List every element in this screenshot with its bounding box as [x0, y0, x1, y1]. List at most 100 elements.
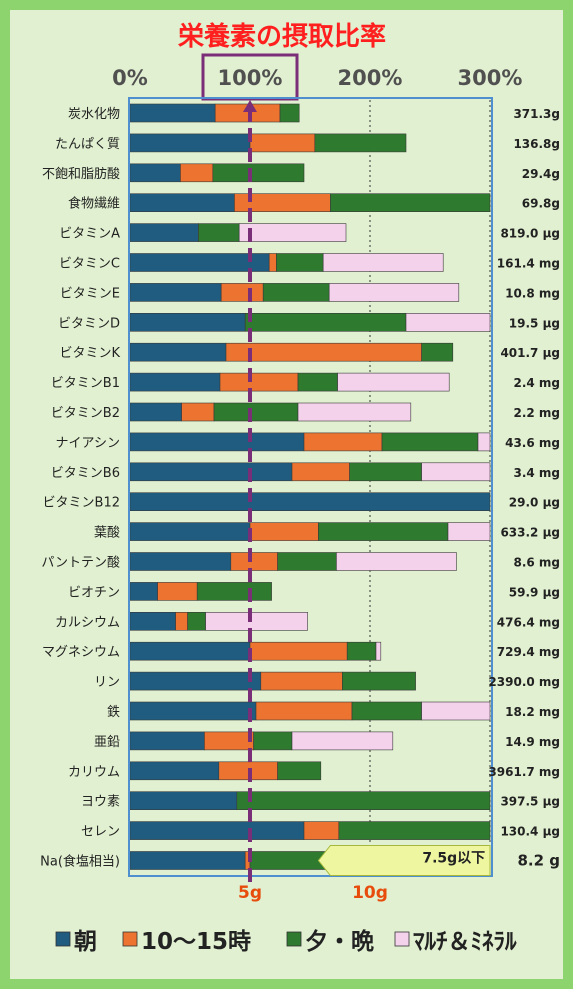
bar-segment [297, 372, 338, 392]
amount-label: 633.2 μg [500, 526, 560, 540]
bar-segment [212, 163, 305, 183]
bar-segment [249, 641, 348, 661]
bar-segment [238, 223, 347, 242]
plot-border [128, 97, 493, 877]
amount-label: 2390.0 mg [488, 675, 560, 689]
bar-segment [129, 312, 246, 332]
bar-segment [129, 851, 246, 870]
bar-segment [447, 522, 491, 541]
bars [129, 103, 491, 870]
bar-segment [129, 223, 199, 242]
bar-segment [129, 133, 251, 153]
amount-label: 8.2 g [517, 852, 560, 870]
bar-segment [129, 522, 251, 541]
bar-segment [328, 283, 460, 302]
category-label: ビタミンE [60, 286, 120, 301]
bar-segment [129, 641, 251, 661]
amount-label: 18.2 mg [505, 705, 560, 719]
bar-segment [236, 791, 491, 811]
category-label: 不飽和脂肪酸 [42, 166, 120, 182]
category-label: マグネシウム [42, 645, 120, 660]
bar-segment [342, 671, 416, 691]
bar-segment [277, 761, 322, 781]
category-label: 葉酸 [94, 526, 120, 541]
bar-segment [260, 671, 343, 691]
bar-segment [129, 821, 305, 840]
amount-label: 2.2 mg [513, 406, 560, 420]
salt-goal-text: 7.5g以下 [422, 851, 485, 867]
amount-label: 401.7 μg [500, 346, 560, 360]
x-tick-label: 100% [218, 66, 283, 90]
bar-segment [198, 223, 240, 242]
reference-line-100 [243, 100, 257, 882]
x-tick-label: 300% [458, 66, 523, 90]
bar-segment [268, 253, 277, 272]
legend-label: 朝 [74, 929, 97, 955]
bar-segment [129, 731, 205, 751]
bar-segment [421, 342, 454, 362]
amount-label: 10.8 mg [505, 286, 560, 300]
bar-segment [129, 163, 181, 183]
category-label: ビタミンK [59, 346, 120, 361]
bar-segment [230, 552, 278, 571]
category-label: ビタミンD [58, 316, 120, 331]
category-label: 鉄 [107, 705, 120, 720]
bar-segment [249, 851, 329, 870]
bar-segment [249, 133, 316, 153]
bar-segment [129, 432, 305, 452]
bar-segment [196, 582, 272, 601]
bar-segment [129, 611, 176, 631]
x-tick-labels: 0% 100% 200% 300% [112, 66, 522, 90]
bar-segment [351, 701, 422, 721]
amount-label: 819.0 μg [500, 227, 560, 241]
amount-label: 371.3g [513, 107, 560, 121]
salt-axis-label: 5g [238, 883, 262, 903]
bar-segment [291, 731, 394, 751]
amount-label: 43.6 mg [505, 436, 560, 450]
legend-label: 10～15時 [141, 929, 251, 955]
amount-label: 29.4g [522, 167, 560, 181]
legend-swatch [394, 931, 410, 947]
amount-label: 69.8g [522, 197, 560, 211]
bar-segment [129, 492, 491, 512]
category-label: たんぱく質 [55, 137, 120, 152]
bar-segment [336, 552, 457, 571]
bar-segment [314, 133, 407, 153]
bar-segment [129, 701, 257, 721]
bar-segment [338, 821, 491, 840]
bar-segment [303, 432, 383, 452]
bar-segment [129, 372, 221, 392]
bar-segment [129, 761, 220, 781]
category-label: ビタミンA [59, 227, 120, 242]
bar-segment [220, 283, 264, 302]
legend: 朝 10～15時 夕・晩 ﾏﾙﾁ＆ﾐﾈﾗﾙ [55, 928, 517, 955]
bar-segment [405, 312, 491, 332]
salt-axis-labels: 5g 10g [238, 883, 388, 903]
bar-segment [255, 701, 353, 721]
bar-segment [244, 312, 407, 332]
bar-segment [180, 163, 214, 183]
bar-segment [375, 641, 382, 661]
bar-segment [213, 402, 299, 422]
bar-segment [303, 821, 340, 840]
reference-arrow-head [243, 100, 257, 112]
amount-label: 130.4 μg [500, 825, 560, 839]
bar-segment [129, 193, 235, 212]
category-label: 炭水化物 [68, 107, 120, 122]
bar-segment [129, 671, 262, 691]
bar-segment [205, 611, 308, 631]
bar-segment [175, 611, 188, 631]
category-label: リン [94, 675, 120, 690]
amount-label: 8.6 mg [513, 556, 560, 570]
legend-swatch [55, 931, 71, 947]
bar-segment [349, 462, 422, 482]
bar-segment [249, 522, 319, 541]
bar-segment [129, 283, 222, 302]
x-tick-label: 0% [112, 66, 148, 90]
bar-segment [277, 552, 337, 571]
bar-segment [477, 432, 491, 452]
category-label: ナイアシン [56, 436, 120, 451]
category-label: ビオチン [68, 585, 120, 600]
category-label: 食物繊維 [68, 196, 120, 212]
